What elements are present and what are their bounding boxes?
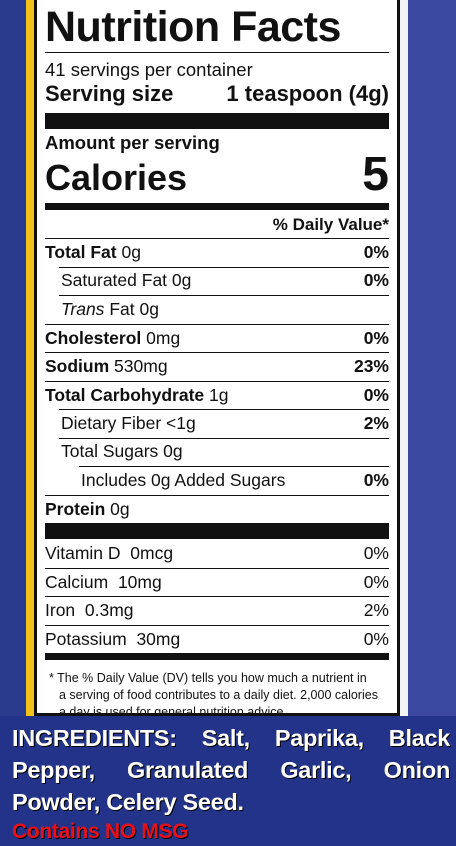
nutrient-name: Protein: [45, 498, 106, 519]
vitamins-section: Vitamin D 0mcg 0% Calcium 10mg 0% Iron 0…: [45, 539, 389, 653]
nutrient-name: Total Carbohydrate: [45, 384, 205, 405]
nutrient-amount: 0mg: [146, 327, 181, 348]
label-title: Nutrition Facts: [45, 3, 341, 51]
daily-value-header: % Daily Value*: [272, 215, 389, 234]
nutrient-name: Sodium: [45, 356, 110, 377]
ingredients-list: Salt, Paprika, Black Pepper, Granulated …: [12, 725, 450, 815]
nutrient-dv: 0%: [363, 384, 389, 405]
nutrient-amount: 530mg: [114, 356, 168, 377]
nutrient-amount: 0g: [171, 270, 192, 291]
nutrient-amount: 0g: [121, 242, 141, 263]
nutrient-name: Cholesterol: [45, 327, 142, 348]
nutrient-dv: 0%: [363, 327, 389, 348]
vitamin-amount: 0.3mg: [84, 600, 134, 621]
nutrient-row-dietary-fiber: Dietary Fiber <1g 2%: [45, 409, 389, 438]
nutrient-row-protein: Protein 0g: [45, 494, 389, 524]
serving-size-label: Serving size: [45, 81, 174, 106]
calories-row: Calories 5: [45, 151, 389, 199]
vitamin-dv: 0%: [363, 542, 389, 563]
nutrient-name: Total Fat: [45, 242, 117, 263]
serving-size-row: Serving size 1 teaspoon (4g): [45, 81, 389, 107]
nutrient-dv: 0%: [363, 242, 389, 263]
package-right-edge: [400, 0, 456, 716]
servings-per-container: 41 servings per container: [45, 59, 253, 80]
nutrient-row-total-carbohydrate: Total Carbohydrate 1g 0%: [45, 380, 389, 410]
msg-notice: Contains NO MSG: [12, 820, 189, 843]
nutrient-name: Saturated Fat: [61, 270, 168, 291]
vitamin-name: Iron: [45, 600, 76, 621]
nutrient-amount: 0g: [110, 498, 130, 519]
vitamin-amount: 0mcg: [130, 542, 174, 563]
footnote-line-1: * The % Daily Value (DV) tells you how m…: [49, 671, 367, 685]
vitamin-dv: 0%: [363, 571, 389, 592]
nutrient-row-sodium: Sodium 530mg 23%: [45, 352, 389, 381]
ingredients-label: INGREDIENTS:: [12, 725, 177, 751]
heavy-divider-vitamins: [45, 523, 389, 539]
nutrient-row-total-sugars: Total Sugars 0g: [45, 437, 389, 467]
vitamin-row-iron: Iron 0.3mg 2%: [45, 596, 389, 625]
nutrition-facts-panel: Nutrition Facts 41 servings per containe…: [34, 0, 400, 719]
vitamin-row-calcium: Calcium 10mg 0%: [45, 567, 389, 597]
vitamin-name: Vitamin D: [45, 542, 121, 563]
package-left-edge: [0, 0, 34, 716]
serving-size-value: 1 teaspoon (4g): [226, 81, 389, 106]
nutrient-row-saturated-fat: Saturated Fat 0g 0%: [45, 266, 389, 296]
footnote-divider: [45, 653, 389, 660]
footnote-line-3: a day is used for general nutrition advi…: [59, 705, 287, 719]
ingredients-panel: INGREDIENTS: Salt, Paprika, Black Pepper…: [0, 716, 456, 846]
calories-divider: [45, 203, 389, 210]
nutrient-row-trans-fat: Trans Fat 0g: [45, 295, 389, 324]
nutrient-dv: 0%: [363, 270, 389, 291]
vitamin-dv: 0%: [363, 628, 389, 649]
vitamin-row-potassium: Potassium 30mg 0%: [45, 624, 389, 654]
nutrient-name-italic: Trans: [61, 298, 105, 319]
nutrient-dv: 23%: [353, 356, 389, 377]
daily-value-footnote: * The % Daily Value (DV) tells you how m…: [45, 670, 389, 721]
heavy-divider-top: [45, 113, 389, 129]
vitamin-name: Potassium: [45, 628, 127, 649]
ingredients-text: INGREDIENTS: Salt, Paprika, Black Pepper…: [12, 722, 450, 818]
vitamin-amount: 30mg: [136, 628, 181, 649]
nutrient-dv: 2%: [363, 412, 389, 433]
nutrient-name: Dietary Fiber: [61, 412, 162, 433]
vitamin-dv: 2%: [363, 600, 389, 621]
vitamin-row-vitamin-d: Vitamin D 0mcg 0%: [45, 539, 389, 568]
nutrient-name: Total Sugars: [61, 441, 159, 462]
nutrient-amount: <1g: [166, 412, 196, 433]
amount-per-serving: Amount per serving: [45, 132, 220, 153]
nutrient-amount: 1g: [209, 384, 229, 405]
nutrient-name: Fat: [109, 298, 135, 319]
footnote-line-2: a serving of food contributes to a daily…: [59, 688, 378, 702]
vitamin-amount: 10mg: [117, 571, 162, 592]
calories-label: Calories: [45, 157, 188, 198]
calories-value: 5: [362, 148, 389, 201]
nutrient-row-added-sugars: Includes 0g Added Sugars 0%: [45, 466, 389, 495]
nutrient-amount: 0g: [139, 298, 159, 319]
nutrient-dv: 0%: [363, 469, 389, 490]
nutrient-row-total-fat: Total Fat 0g 0%: [45, 238, 389, 267]
nutrient-amount: 0g: [163, 441, 183, 462]
title-divider: [45, 52, 389, 53]
nutrient-name: Includes 0g Added Sugars: [81, 469, 286, 490]
nutrient-row-cholesterol: Cholesterol 0mg 0%: [45, 323, 389, 353]
vitamin-name: Calcium: [45, 571, 109, 592]
